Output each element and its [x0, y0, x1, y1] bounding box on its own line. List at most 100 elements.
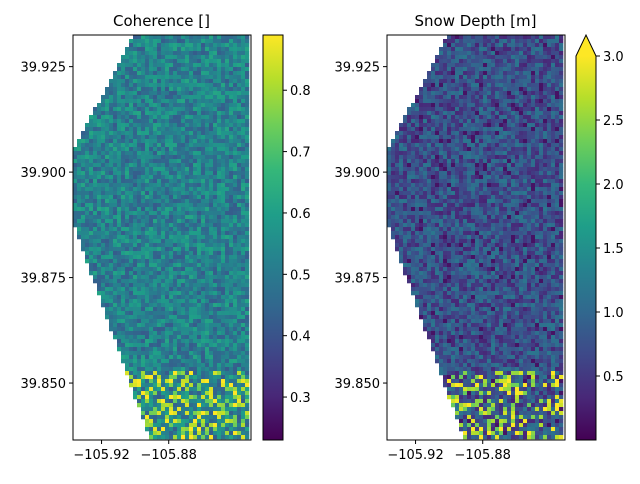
raster-cell	[145, 343, 149, 347]
raster-cell	[121, 295, 125, 299]
raster-cell	[137, 275, 141, 279]
raster-cell	[495, 107, 499, 111]
raster-cell	[77, 199, 81, 203]
raster-cell	[459, 119, 463, 123]
raster-cell	[423, 91, 427, 95]
raster-cell	[245, 283, 249, 287]
raster-cell	[165, 175, 169, 179]
raster-cell	[245, 259, 249, 263]
raster-cell	[109, 123, 113, 127]
raster-cell	[129, 283, 133, 287]
raster-cell	[185, 35, 189, 39]
raster-cell	[559, 131, 563, 135]
raster-cell	[443, 107, 447, 111]
raster-cell	[169, 367, 173, 371]
raster-cell	[391, 159, 395, 163]
raster-cell	[523, 47, 527, 51]
raster-cell	[145, 91, 149, 95]
raster-cell	[233, 331, 237, 335]
raster-cell	[245, 83, 249, 87]
raster-cell	[145, 39, 149, 43]
raster-cell	[217, 399, 221, 403]
raster-cell	[149, 331, 153, 335]
raster-cell	[217, 367, 221, 371]
raster-cell	[117, 199, 121, 203]
raster-cell	[555, 91, 559, 95]
raster-cell	[149, 375, 153, 379]
raster-cell	[133, 291, 137, 295]
raster-cell	[241, 335, 245, 339]
raster-cell	[531, 43, 535, 47]
raster-cell	[93, 139, 97, 143]
raster-cell	[169, 239, 173, 243]
raster-cell	[97, 107, 101, 111]
raster-cell	[113, 79, 117, 83]
raster-cell	[491, 127, 495, 131]
raster-cell	[245, 167, 249, 171]
raster-cell	[165, 151, 169, 155]
raster-cell	[173, 283, 177, 287]
raster-cell	[97, 139, 101, 143]
raster-cell	[141, 103, 145, 107]
raster-cell	[97, 271, 101, 275]
raster-cell	[201, 279, 205, 283]
raster-cell	[463, 123, 467, 127]
raster-cell	[225, 435, 229, 439]
raster-cell	[81, 131, 85, 135]
raster-cell	[213, 131, 217, 135]
raster-cell	[241, 79, 245, 83]
raster-cell	[197, 307, 201, 311]
raster-cell	[129, 99, 133, 103]
raster-cell	[503, 127, 507, 131]
raster-cell	[185, 351, 189, 355]
raster-cell	[177, 103, 181, 107]
raster-cell	[185, 67, 189, 71]
raster-cell	[181, 123, 185, 127]
raster-cell	[237, 151, 241, 155]
raster-cell	[181, 411, 185, 415]
raster-cell	[205, 223, 209, 227]
raster-cell	[181, 371, 185, 375]
raster-cell	[451, 99, 455, 103]
raster-cell	[109, 103, 113, 107]
raster-cell	[495, 111, 499, 115]
raster-cell	[439, 99, 443, 103]
raster-cell	[121, 179, 125, 183]
raster-cell	[237, 351, 241, 355]
raster-cell	[479, 51, 483, 55]
raster-cell	[105, 155, 109, 159]
raster-cell	[189, 39, 193, 43]
raster-cell	[189, 343, 193, 347]
raster-cell	[129, 211, 133, 215]
raster-cell	[125, 87, 129, 91]
raster-cell	[89, 255, 93, 259]
raster-cell	[491, 95, 495, 99]
raster-cell	[515, 135, 519, 139]
raster-cell	[241, 299, 245, 303]
raster-cell	[185, 175, 189, 179]
raster-cell	[443, 111, 447, 115]
raster-cell	[137, 139, 141, 143]
raster-cell	[543, 87, 547, 91]
raster-cell	[491, 103, 495, 107]
raster-cell	[105, 215, 109, 219]
raster-cell	[217, 135, 221, 139]
raster-cell	[479, 55, 483, 59]
raster-cell	[121, 339, 125, 343]
raster-cell	[169, 247, 173, 251]
raster-cell	[133, 155, 137, 159]
raster-cell	[475, 151, 479, 155]
raster-cell	[157, 91, 161, 95]
raster-cell	[559, 139, 563, 143]
raster-cell	[173, 223, 177, 227]
raster-cell	[205, 283, 209, 287]
raster-cell	[411, 139, 415, 143]
raster-cell	[511, 103, 515, 107]
raster-cell	[117, 243, 121, 247]
raster-cell	[527, 111, 531, 115]
raster-cell	[551, 143, 555, 147]
raster-cell	[221, 395, 225, 399]
raster-cell	[539, 103, 543, 107]
raster-cell	[93, 235, 97, 239]
raster-cell	[101, 187, 105, 191]
